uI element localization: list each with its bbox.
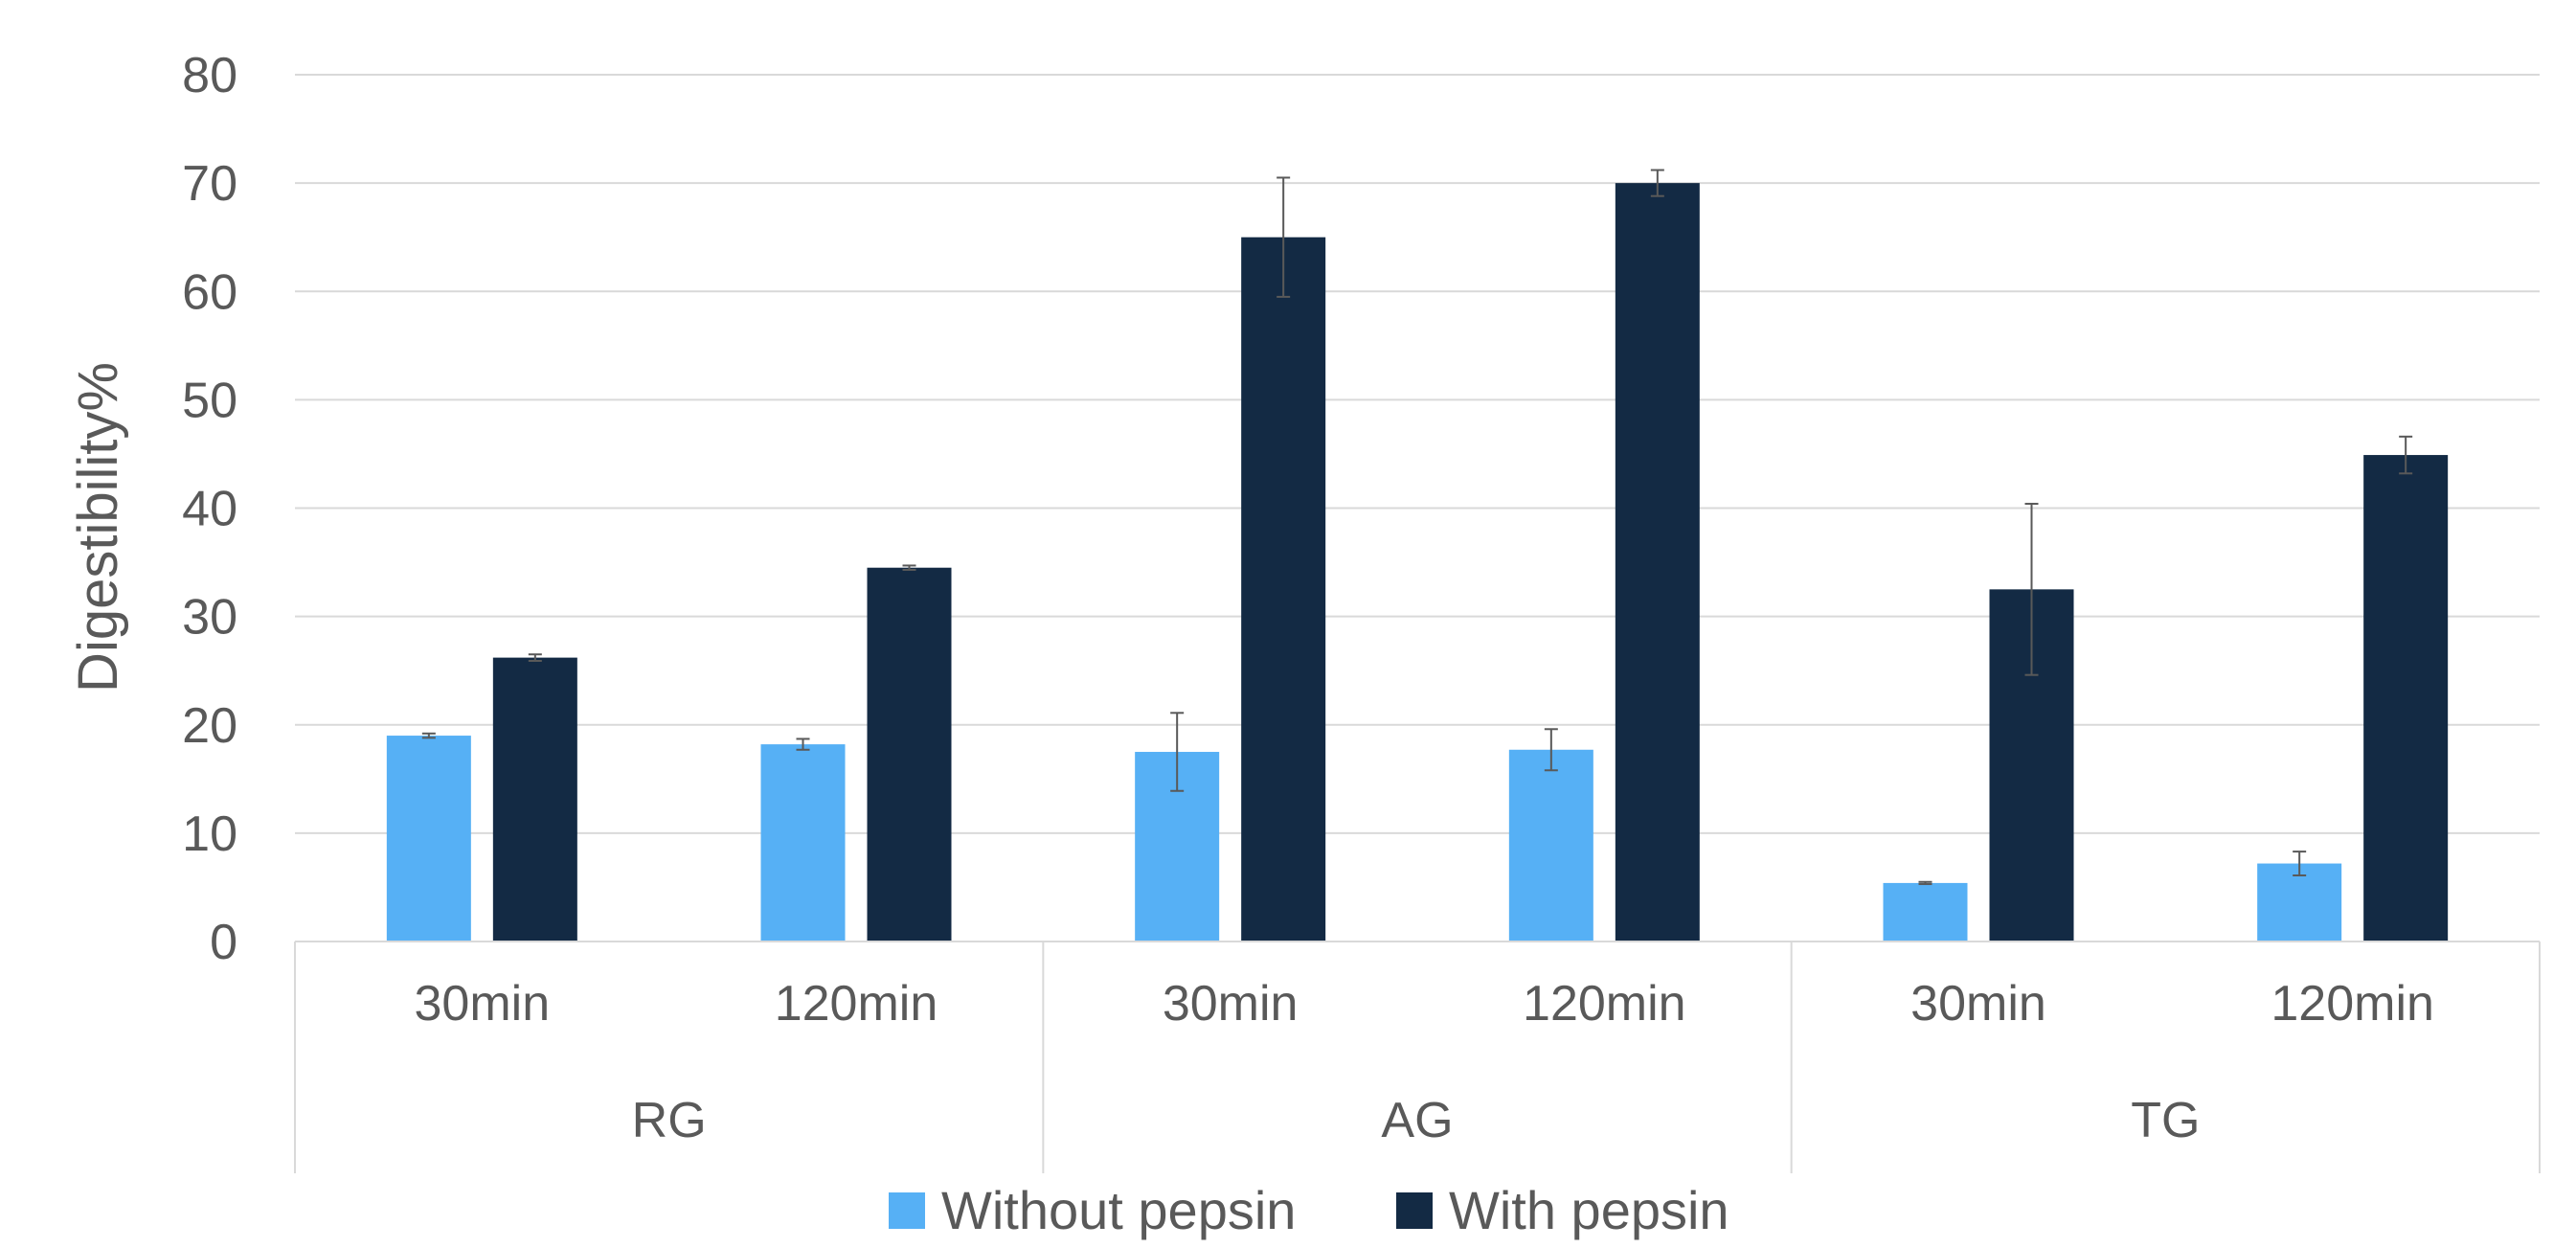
legend-swatch [889,1192,925,1229]
bar [2363,455,2449,942]
y-tick-label: 70 [182,156,237,212]
bar [2257,863,2342,942]
bar [1615,183,1700,942]
y-tick-label: 20 [182,698,237,754]
x-category-label: 120min [775,976,938,1032]
bar [1883,882,1968,942]
x-category-label: 120min [2271,976,2434,1032]
y-tick-label: 50 [182,373,237,428]
legend-swatch [1396,1192,1433,1229]
x-group-label: RG [632,1093,707,1148]
x-group-label: AG [1381,1093,1453,1148]
bar [492,657,577,942]
x-category-label: 120min [1523,976,1686,1032]
x-category-label: 30min [1163,976,1299,1032]
y-tick-label: 30 [182,590,237,646]
bar [1508,749,1593,942]
legend-label: Without pepsin [941,1180,1296,1240]
bar [760,744,846,942]
y-tick-label: 0 [210,915,237,970]
x-category-label: 30min [415,976,551,1032]
x-group-label: TG [2131,1093,2200,1148]
x-category-label: 30min [1910,976,2046,1032]
legend: Without pepsin With pepsin [889,1180,1729,1240]
x-axis: 30min 120min 30min 120min 30min 120min RG AG TG [294,941,2541,1173]
y-tick-label: 10 [182,806,237,862]
y-axis-tick-labels: 0 10 20 30 40 50 60 70 80 [182,48,237,970]
y-tick-label: 60 [182,264,237,320]
bars [386,183,2449,942]
y-tick-label: 40 [182,482,237,537]
gridlines [295,74,2540,942]
bar [386,736,471,942]
error-bars [421,169,2413,886]
bar [1241,237,1326,942]
y-axis-title: Digestibility% [67,362,129,692]
bar [867,567,952,942]
y-tick-label: 80 [182,48,237,103]
legend-label: With pepsin [1449,1180,1729,1240]
